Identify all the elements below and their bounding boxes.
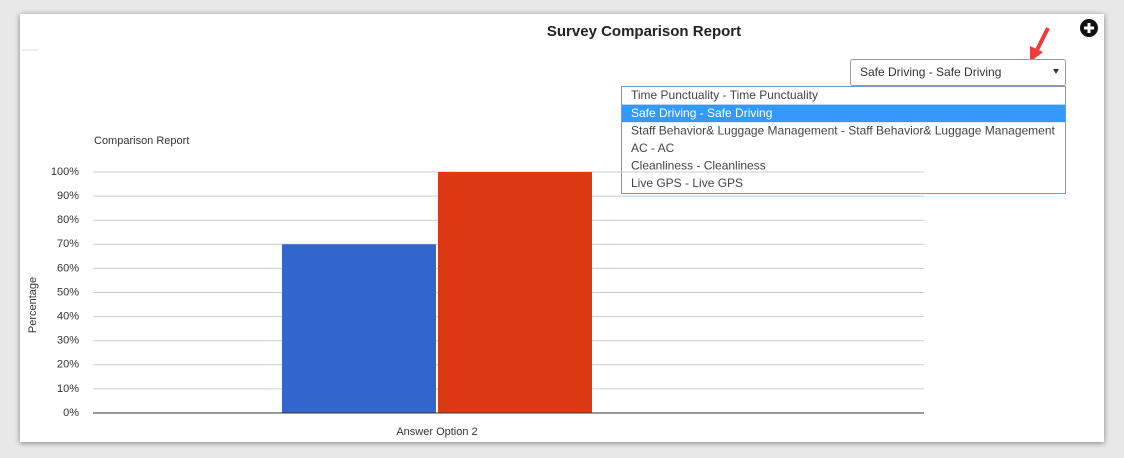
select-value: Safe Driving - Safe Driving bbox=[860, 65, 1001, 79]
option-text: Live GPS - Live GPS bbox=[631, 176, 743, 190]
option-text: AC - AC bbox=[631, 141, 675, 155]
option-text: Safe Driving - Safe Driving bbox=[631, 106, 772, 120]
y-tick-label: 90% bbox=[57, 190, 79, 202]
dropdown-option[interactable]: Cleanliness - Cleanliness bbox=[631, 159, 766, 173]
y-tick-label: 50% bbox=[57, 286, 79, 298]
select-box[interactable]: Safe Driving - Safe Driving bbox=[850, 59, 1066, 86]
report-title: Survey Comparison Report bbox=[547, 23, 741, 40]
y-tick-label: 20% bbox=[57, 359, 79, 371]
option-text: Cleanliness - Cleanliness bbox=[631, 159, 766, 173]
dropdown-option[interactable]: Safe Driving - Safe Driving bbox=[622, 104, 1065, 123]
chart: Comparison Report Percentage 0% 10% 20% 30%… bbox=[27, 135, 924, 438]
y-tick-label: 40% bbox=[57, 311, 79, 323]
y-axis-label: Percentage bbox=[27, 277, 39, 333]
add-button[interactable] bbox=[1080, 19, 1098, 37]
x-tick-label: Answer Option 2 bbox=[396, 426, 477, 438]
option-highlight bbox=[622, 104, 1065, 123]
dropdown-option[interactable]: Time Punctuality - Time Punctuality bbox=[631, 88, 818, 102]
y-tick-label: 10% bbox=[57, 383, 79, 395]
y-tick-label: 30% bbox=[57, 335, 79, 347]
dropdown-option[interactable]: Staff Behavior& Luggage Management - Sta… bbox=[631, 123, 1056, 137]
y-tick-label: 0% bbox=[63, 407, 79, 419]
y-tick-label: 80% bbox=[57, 214, 79, 226]
y-tick-label: 70% bbox=[57, 238, 79, 250]
option-text: Time Punctuality - Time Punctuality bbox=[631, 88, 818, 102]
option-text: Staff Behavior& Luggage Management - Sta… bbox=[631, 123, 1056, 137]
red-arrow bbox=[1030, 27, 1050, 62]
chart-title: Comparison Report bbox=[94, 135, 189, 147]
y-tick-label: 60% bbox=[57, 262, 79, 274]
options-list: Time Punctuality - Time Punctuality Safe … bbox=[621, 86, 1066, 194]
dropdown-option[interactable]: Live GPS - Live GPS bbox=[631, 176, 743, 190]
y-tick-label: 100% bbox=[51, 166, 79, 178]
bar bbox=[282, 244, 436, 413]
dropdown-option[interactable]: AC - AC bbox=[631, 141, 675, 155]
bar bbox=[438, 172, 592, 413]
